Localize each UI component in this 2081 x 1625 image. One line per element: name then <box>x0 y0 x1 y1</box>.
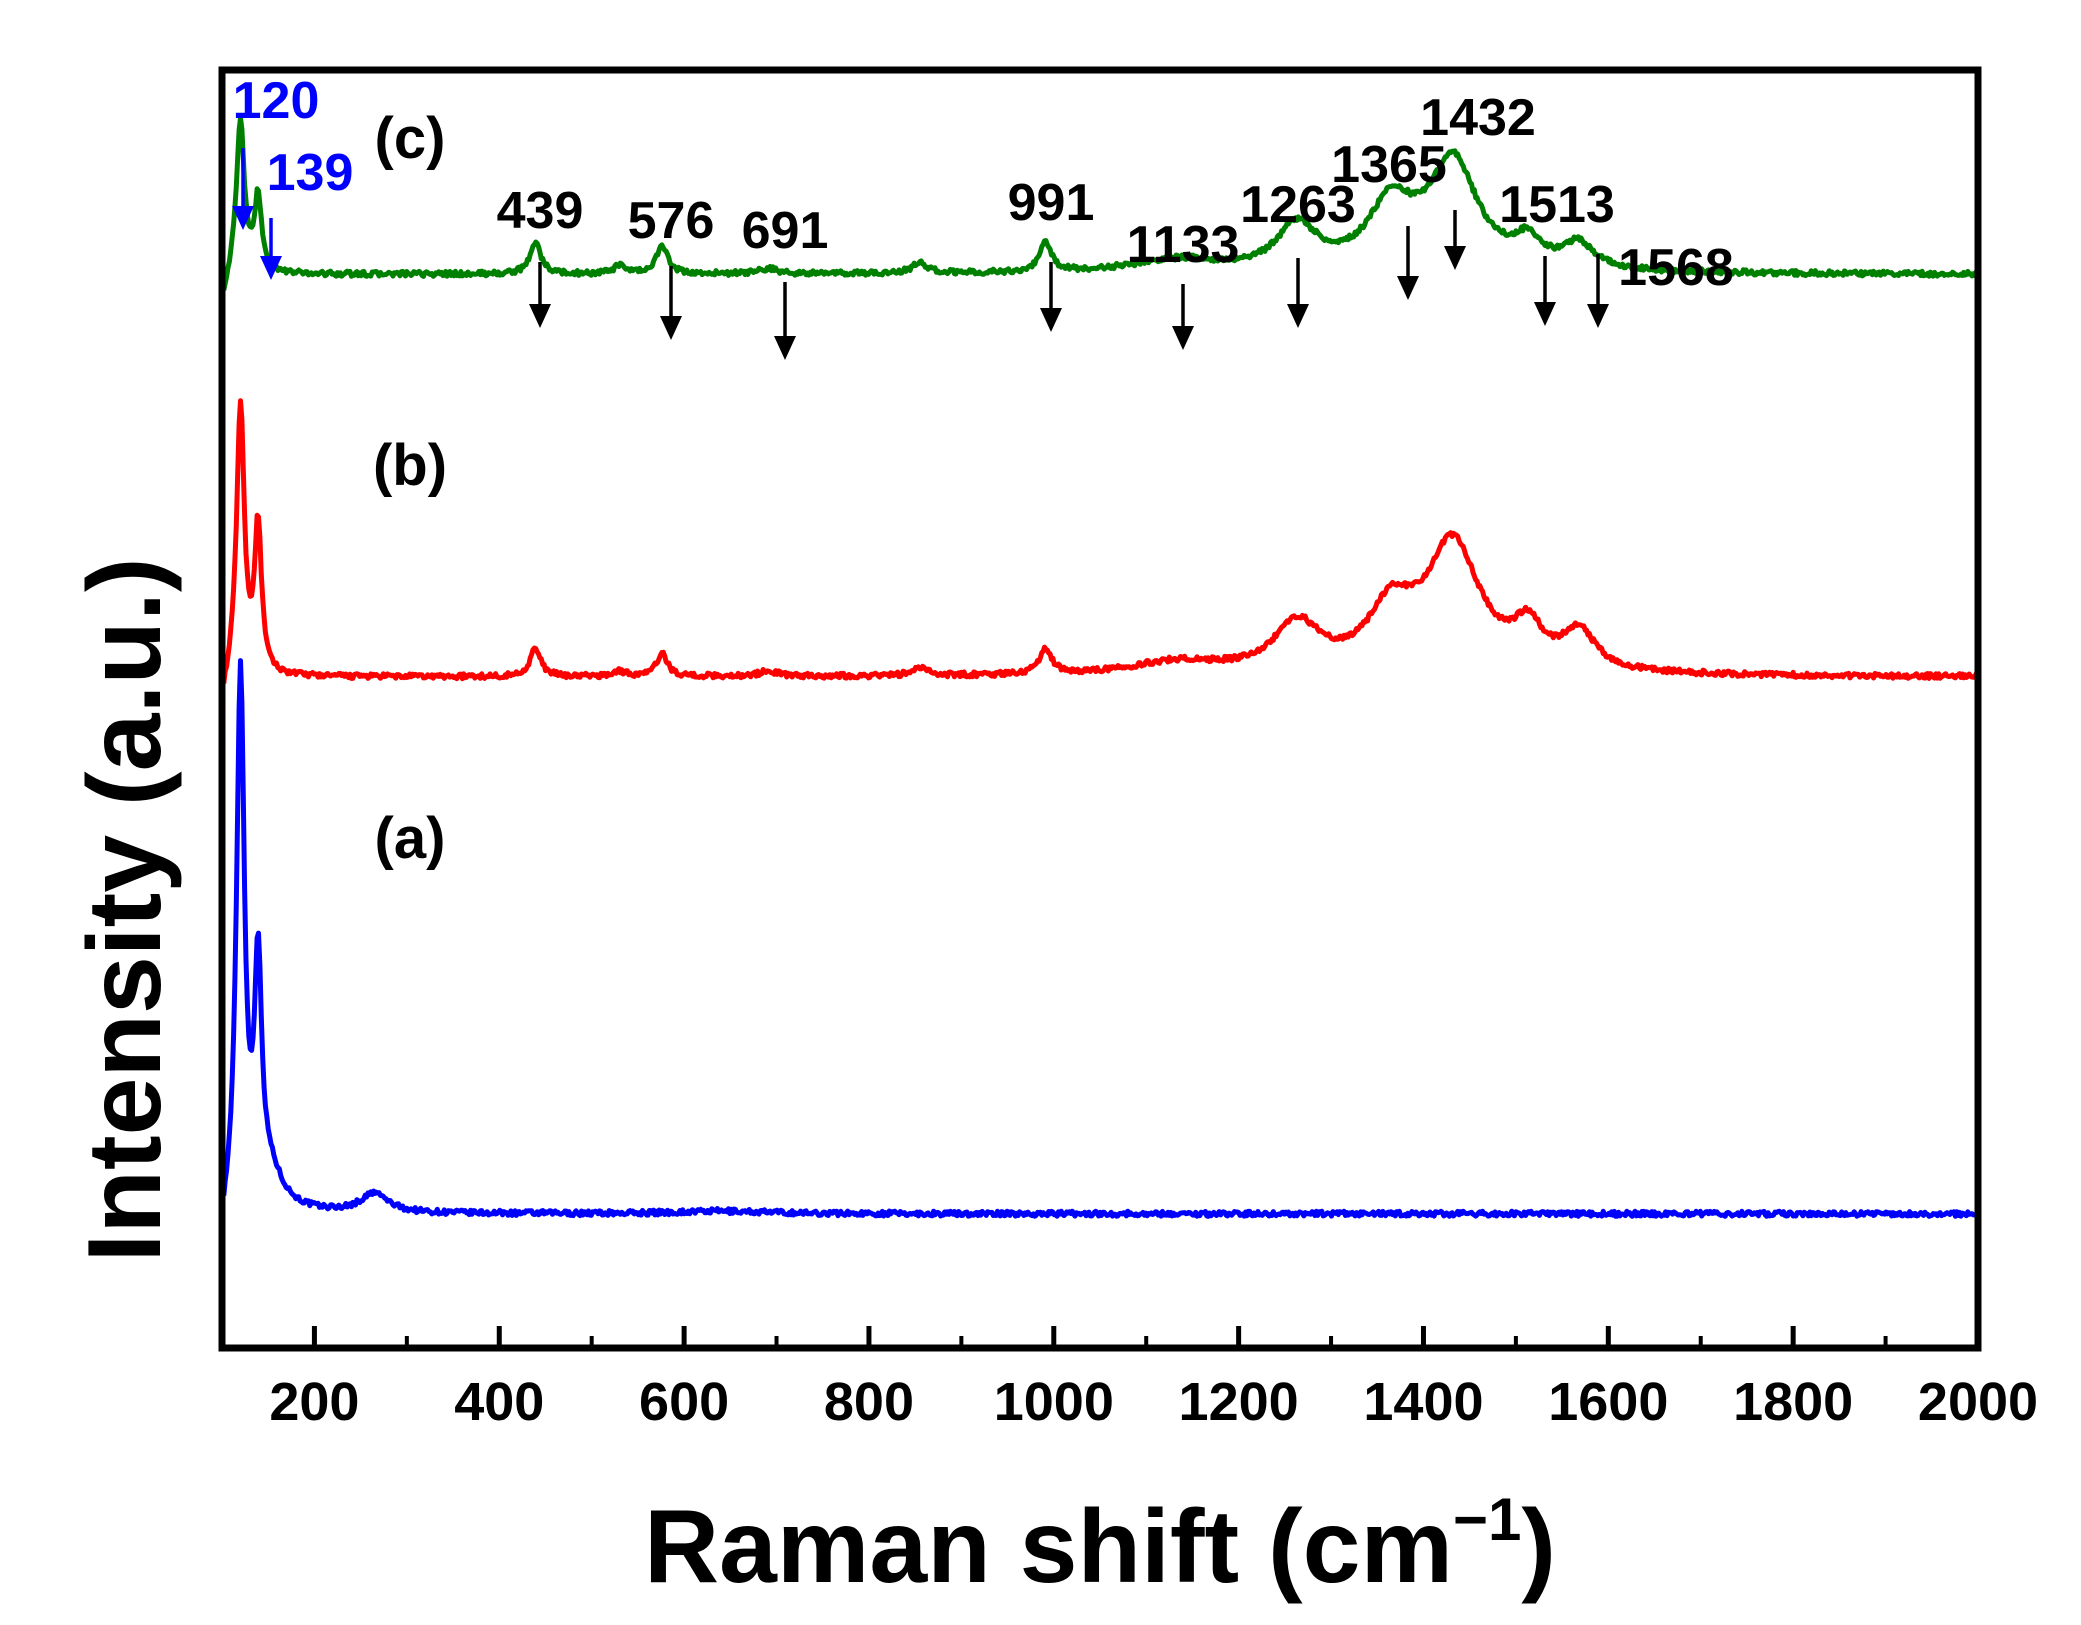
plot-frame <box>218 66 1982 1352</box>
peak-arrow-head <box>1397 276 1419 300</box>
peak-arrow-head <box>529 304 551 328</box>
x-tick-label: 400 <box>454 1372 544 1432</box>
peak-label: 576 <box>628 192 715 250</box>
x-tick-label: 1800 <box>1733 1372 1853 1432</box>
x-axis-title-sup: −1 <box>1453 1486 1521 1553</box>
spectrum-c <box>221 115 1980 291</box>
x-axis-title-main: Raman shift (cm <box>644 1489 1453 1605</box>
peak-arrow-head <box>1534 302 1556 326</box>
x-tick-label: 1000 <box>994 1372 1114 1432</box>
peak-label: 1133 <box>1127 216 1240 274</box>
peak-arrow-head <box>1587 304 1609 328</box>
x-axis-ticks: 200 400 600 800 1000 1200 1400 1600 1800 2000 <box>220 1326 2038 1432</box>
peak-label: 1365 <box>1331 136 1447 194</box>
curve-labels: (a) (b) (c) <box>373 106 447 871</box>
peak-label: 439 <box>497 182 584 240</box>
curve-label: (a) <box>375 806 446 871</box>
peak-arrow-head <box>1040 308 1062 332</box>
y-axis-title: Intensity (a.u.) <box>67 558 183 1263</box>
spectrum-b <box>221 398 1980 684</box>
peak-arrow-head <box>260 256 282 280</box>
x-tick-label: 1200 <box>1179 1372 1299 1432</box>
spectra-group <box>221 115 1980 1219</box>
peak-label: 1432 <box>1420 89 1536 147</box>
x-tick-label: 1400 <box>1363 1372 1483 1432</box>
peak-arrow-head <box>774 336 796 360</box>
peak-arrow-head <box>1172 326 1194 350</box>
x-tick-label: 200 <box>269 1372 359 1432</box>
spectrum-a <box>221 658 1980 1219</box>
x-tick-label: 1600 <box>1548 1372 1668 1432</box>
peak-arrow-head <box>1444 246 1466 270</box>
x-tick-label: 2000 <box>1918 1372 2038 1432</box>
peak-label: 120 <box>233 72 320 130</box>
peak-label: 1513 <box>1499 176 1615 234</box>
curve-label: (c) <box>375 106 446 171</box>
x-axis-title-close: ) <box>1521 1489 1556 1605</box>
peak-label: 691 <box>742 202 829 260</box>
peak-arrow-head <box>232 206 254 230</box>
curve-label: (b) <box>373 433 447 498</box>
peak-label: 1568 <box>1618 239 1734 297</box>
x-tick-label: 600 <box>639 1372 729 1432</box>
peak-arrow-head <box>1287 304 1309 328</box>
peak-label: 991 <box>1008 174 1095 232</box>
x-tick-label: 800 <box>824 1372 914 1432</box>
peak-label: 1263 <box>1240 176 1356 234</box>
peak-label: 139 <box>267 144 354 202</box>
x-axis-title: Raman shift (cm−1) <box>644 1486 1556 1605</box>
peak-arrow-head <box>660 316 682 340</box>
